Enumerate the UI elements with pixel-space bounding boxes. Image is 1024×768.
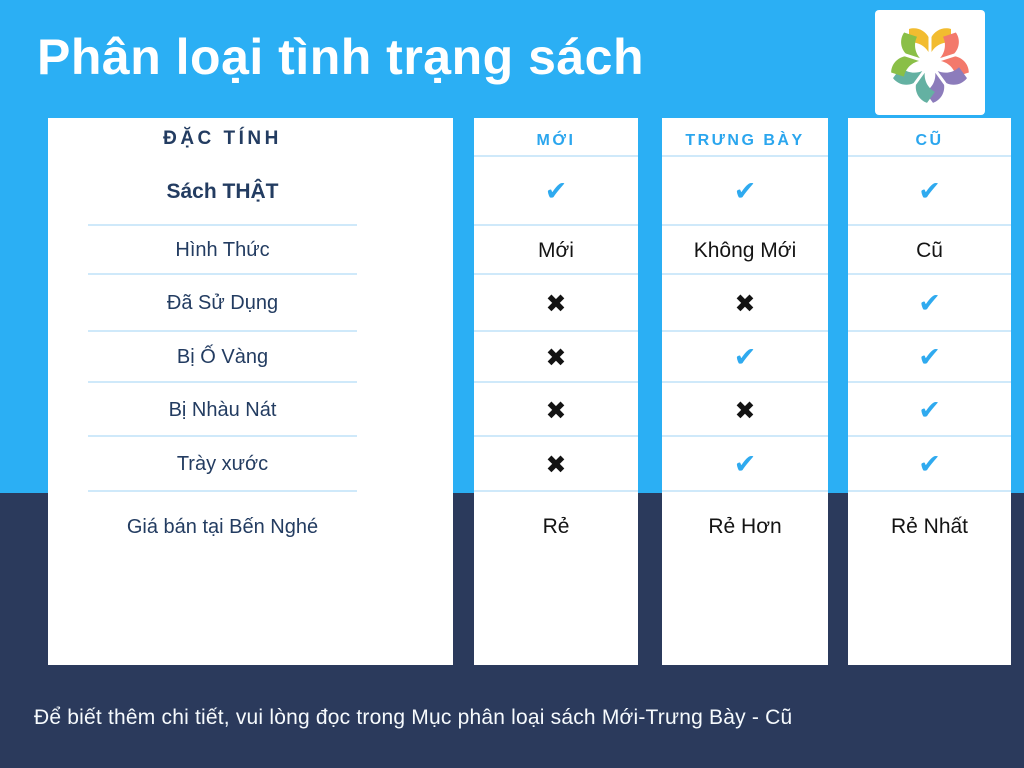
column-header-trung-bay: TRƯNG BÀY bbox=[662, 118, 828, 157]
cell-cu-6: Rẻ Nhất bbox=[848, 492, 1011, 562]
cross-icon: ✖ bbox=[734, 289, 756, 318]
cell-text: Rẻ bbox=[542, 515, 570, 538]
cell-trung-bay-6: Rẻ Hơn bbox=[662, 492, 828, 562]
cell-text: Rẻ Hơn bbox=[708, 515, 782, 538]
cross-icon: ✖ bbox=[734, 395, 756, 425]
cell-cu-3: ✔ bbox=[848, 332, 1011, 383]
column-header-cu: CŨ bbox=[848, 118, 1011, 157]
feature-filler bbox=[48, 562, 453, 665]
cell-trung-bay-4: ✖ bbox=[662, 383, 828, 437]
cell-moi-3: ✖ bbox=[474, 332, 638, 383]
cell-moi-2: ✖ bbox=[474, 275, 638, 332]
cell-moi-6: Rẻ bbox=[474, 492, 638, 562]
cell-trung-bay-1: Không Mới bbox=[662, 226, 828, 275]
cross-icon: ✖ bbox=[545, 289, 567, 318]
cell-text: Không Mới bbox=[693, 238, 797, 262]
check-icon: ✔ bbox=[733, 342, 757, 373]
cell-text: Cũ bbox=[916, 238, 943, 262]
feature-label: Bị Nhàu Nát bbox=[48, 383, 453, 437]
feature-label: Bị Ố Vàng bbox=[48, 332, 453, 383]
feature-label: Đã Sử Dụng bbox=[48, 275, 453, 332]
column-header-moi: MỚI bbox=[474, 118, 638, 157]
cell-text: Rẻ Nhất bbox=[890, 515, 969, 538]
cell-cu-1: Cũ bbox=[848, 226, 1011, 275]
check-icon: ✔ bbox=[918, 176, 941, 207]
check-icon: ✔ bbox=[733, 449, 757, 480]
bookstore-logo bbox=[875, 10, 985, 115]
feature-label: Sách THẬT bbox=[48, 157, 453, 226]
footer-note: Để biết thêm chi tiết, vui lòng đọc tron… bbox=[34, 706, 793, 729]
feature-label: Giá bán tại Bến Nghé bbox=[126, 515, 319, 538]
open-books-circle-icon bbox=[891, 28, 969, 103]
check-icon: ✔ bbox=[918, 394, 941, 426]
cell-trung-bay-0: ✔ bbox=[662, 157, 828, 226]
cell-moi-5: ✖ bbox=[474, 437, 638, 492]
cell-moi-0: ✔ bbox=[474, 157, 638, 226]
cross-icon: ✖ bbox=[545, 343, 567, 372]
cell-cu-2: ✔ bbox=[848, 275, 1011, 332]
column-trung-bay: TRƯNG BÀY ✔ Không Mới ✖ ✔ ✖ ✔ Rẻ Hơn bbox=[662, 118, 828, 665]
cross-icon: ✖ bbox=[545, 450, 567, 479]
cell-trung-bay-3: ✔ bbox=[662, 332, 828, 383]
cell-trung-bay-2: ✖ bbox=[662, 275, 828, 332]
check-icon: ✔ bbox=[544, 176, 568, 207]
feature-label: Hình Thức bbox=[48, 226, 453, 275]
cell-cu-5: ✔ bbox=[848, 437, 1011, 492]
feature-label: Trày xước bbox=[48, 437, 453, 492]
cell-moi-1: Mới bbox=[474, 226, 638, 275]
column-cu: CŨ ✔ Cũ ✔ ✔ ✔ ✔ Rẻ Nhất bbox=[848, 118, 1011, 665]
column-filler bbox=[474, 562, 638, 665]
check-icon: ✔ bbox=[918, 342, 941, 373]
feature-header: ĐẶC TÍNH bbox=[163, 128, 282, 149]
cell-cu-4: ✔ bbox=[848, 383, 1011, 437]
cell-moi-4: ✖ bbox=[474, 383, 638, 437]
column-filler bbox=[848, 562, 1011, 665]
feature-column: ĐẶC TÍNH Sách THẬT Hình Thức Đã Sử Dụng Bị Ố… bbox=[48, 118, 453, 665]
cell-cu-0: ✔ bbox=[848, 157, 1011, 226]
page-title: Phân loại tình trạng sách bbox=[37, 29, 645, 85]
cell-trung-bay-5: ✔ bbox=[662, 437, 828, 492]
check-icon: ✔ bbox=[918, 288, 941, 319]
check-icon: ✔ bbox=[918, 449, 941, 480]
check-icon: ✔ bbox=[733, 176, 757, 207]
cross-icon: ✖ bbox=[545, 395, 567, 425]
column-filler bbox=[662, 562, 828, 665]
column-moi: MỚI ✔ Mới ✖ ✖ ✖ ✖ Rẻ bbox=[474, 118, 638, 665]
cell-text: Mới bbox=[538, 238, 574, 262]
